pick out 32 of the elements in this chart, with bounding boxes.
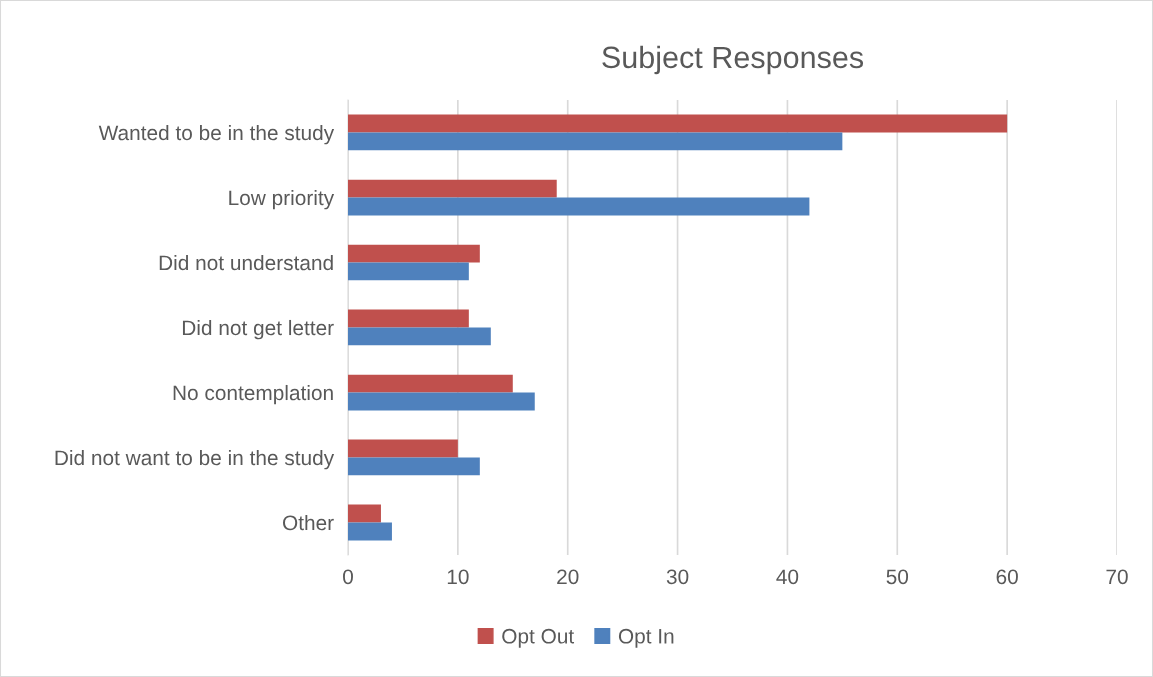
y-tick-label: Low priority [229,189,335,210]
y-tick-label: Wanted to be in the study [98,124,335,145]
bar [348,457,480,476]
legend-label: Opt In [618,628,674,648]
bar [348,439,458,458]
x-tick-label: 70 [1106,569,1128,585]
x-tick-label: 40 [776,569,799,585]
bar [348,132,843,151]
y-tick-label: Other [283,514,334,531]
bar [348,197,810,216]
x-tick-label: 10 [447,569,469,585]
y-tick-label: No contemplation [173,384,333,405]
bar [348,179,557,198]
bar [348,262,469,281]
bar [348,244,480,263]
x-tick-label: 20 [557,569,579,585]
x-tick-label: 60 [996,569,1018,585]
y-tick-label: Did not want to be in the study [55,449,335,470]
bar [348,374,513,393]
chart-title: Subject Responses [602,45,864,75]
bar [348,327,491,346]
x-tick-label: 30 [666,569,689,585]
x-tick-label: 0 [343,569,353,585]
bar [348,309,469,328]
y-tick-label: Did not get letter [182,319,334,340]
bar [348,392,535,411]
legend-label: Opt Out [502,628,575,648]
bar [348,114,1008,133]
x-tick-label: 50 [886,569,909,585]
bar [348,522,392,541]
y-tick-label: Did not understand [159,254,333,271]
bar [348,504,381,523]
